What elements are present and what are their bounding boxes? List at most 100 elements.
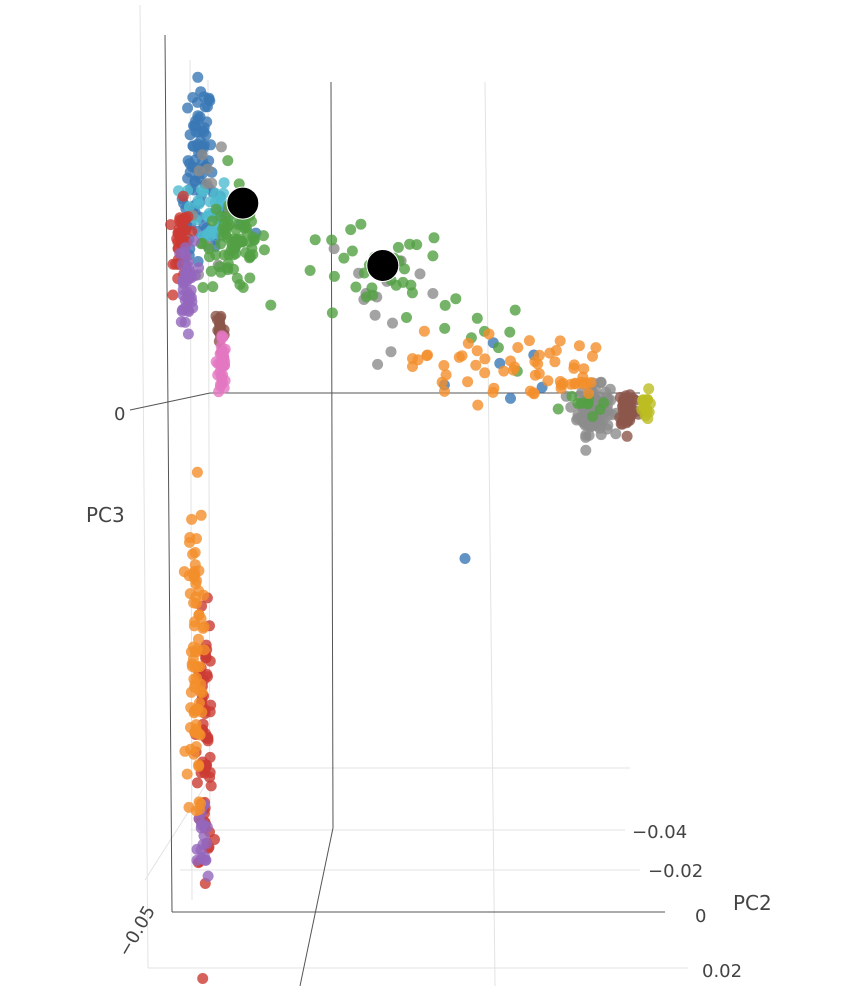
point-brown[interactable] — [617, 406, 629, 417]
point-orange[interactable] — [507, 364, 519, 376]
point-orange[interactable] — [187, 568, 199, 580]
point-red[interactable] — [176, 233, 188, 244]
point-orange[interactable] — [193, 633, 204, 645]
point-orange[interactable] — [479, 367, 491, 379]
point-orange[interactable] — [532, 358, 544, 370]
point-orange[interactable] — [578, 363, 590, 375]
point-blue[interactable] — [189, 175, 201, 187]
point-grey[interactable] — [414, 268, 426, 280]
point-red[interactable] — [177, 218, 188, 230]
point-orange[interactable] — [453, 351, 465, 363]
point-green[interactable] — [338, 252, 350, 264]
point-green[interactable] — [346, 245, 358, 257]
point-green[interactable] — [237, 282, 249, 293]
point-green[interactable] — [598, 397, 610, 409]
point-purple[interactable] — [185, 284, 197, 296]
point-green[interactable] — [326, 307, 338, 319]
point-green[interactable] — [326, 234, 338, 246]
point-orange[interactable] — [192, 661, 203, 673]
point-orange[interactable] — [194, 686, 206, 697]
point-orange[interactable] — [407, 361, 418, 372]
point-orange[interactable] — [487, 386, 499, 398]
point-orange[interactable] — [418, 325, 430, 337]
point-purple[interactable] — [179, 302, 191, 314]
point-red[interactable] — [204, 771, 216, 783]
point-orange[interactable] — [462, 337, 474, 349]
point-orange[interactable] — [590, 342, 602, 354]
point-purple[interactable] — [202, 870, 214, 882]
point-green[interactable] — [401, 312, 412, 323]
point-green[interactable] — [492, 342, 504, 354]
point-green[interactable] — [399, 263, 410, 275]
point-red[interactable] — [165, 219, 177, 231]
point-green[interactable] — [258, 244, 270, 256]
point-orange[interactable] — [583, 388, 595, 399]
point-grey[interactable] — [604, 383, 616, 395]
point-cyan[interactable] — [183, 201, 195, 213]
highlight-centroid-1[interactable] — [226, 186, 260, 220]
point-orange[interactable] — [195, 509, 207, 521]
point-green[interactable] — [439, 322, 451, 334]
point-orange[interactable] — [498, 365, 510, 377]
point-green[interactable] — [231, 272, 243, 284]
point-orange[interactable] — [181, 768, 193, 780]
point-orange[interactable] — [189, 559, 201, 571]
point-red[interactable] — [186, 225, 198, 237]
point-orange[interactable] — [438, 360, 450, 371]
point-blue[interactable] — [184, 166, 196, 178]
point-orange[interactable] — [191, 672, 202, 684]
point-green[interactable] — [258, 230, 269, 242]
point-green[interactable] — [214, 261, 226, 273]
point-orange[interactable] — [479, 353, 491, 365]
point-orange[interactable] — [505, 355, 516, 367]
point-red[interactable] — [177, 190, 189, 202]
point-grey[interactable] — [193, 165, 205, 177]
point-green[interactable] — [504, 326, 516, 338]
point-orange[interactable] — [471, 345, 483, 357]
point-blue[interactable] — [184, 129, 196, 141]
point-purple[interactable] — [201, 821, 213, 833]
point-grey[interactable] — [201, 178, 213, 189]
point-grey[interactable] — [369, 309, 381, 321]
point-orange[interactable] — [192, 703, 204, 715]
point-orange[interactable] — [549, 356, 561, 368]
point-orange[interactable] — [470, 359, 482, 371]
point-green[interactable] — [217, 229, 229, 241]
point-green[interactable] — [328, 270, 340, 282]
point-purple[interactable] — [180, 268, 192, 280]
point-cyan[interactable] — [218, 177, 230, 189]
point-green[interactable] — [222, 155, 234, 167]
point-red[interactable] — [205, 699, 217, 711]
point-orange[interactable] — [550, 345, 562, 356]
point-blue[interactable] — [195, 86, 207, 98]
point-orange[interactable] — [472, 399, 484, 411]
point-blue[interactable] — [203, 92, 215, 104]
point-red[interactable] — [167, 289, 179, 301]
point-green[interactable] — [411, 239, 423, 251]
point-green[interactable] — [450, 293, 462, 305]
point-green[interactable] — [392, 241, 404, 253]
point-grey[interactable] — [427, 288, 439, 299]
point-orange[interactable] — [512, 342, 524, 353]
point-orange[interactable] — [407, 353, 418, 365]
point-orange[interactable] — [190, 591, 202, 603]
point-blue[interactable] — [205, 139, 217, 151]
point-blue[interactable] — [459, 553, 471, 564]
point-orange[interactable] — [483, 328, 495, 340]
point-green[interactable] — [223, 249, 235, 261]
point-green[interactable] — [244, 251, 256, 263]
point-red[interactable] — [202, 671, 213, 683]
point-grey[interactable] — [202, 163, 214, 175]
point-blue[interactable] — [192, 71, 204, 83]
point-red[interactable] — [191, 777, 203, 789]
point-green[interactable] — [587, 411, 599, 422]
highlight-centroid-2[interactable] — [366, 248, 400, 282]
point-green[interactable] — [355, 218, 367, 230]
point-cyan[interactable] — [193, 198, 205, 210]
point-grey[interactable] — [580, 444, 592, 456]
point-green[interactable] — [582, 398, 594, 409]
point-green[interactable] — [439, 299, 451, 311]
point-grey[interactable] — [588, 419, 600, 431]
point-orange[interactable] — [191, 466, 203, 478]
point-green[interactable] — [226, 240, 238, 252]
